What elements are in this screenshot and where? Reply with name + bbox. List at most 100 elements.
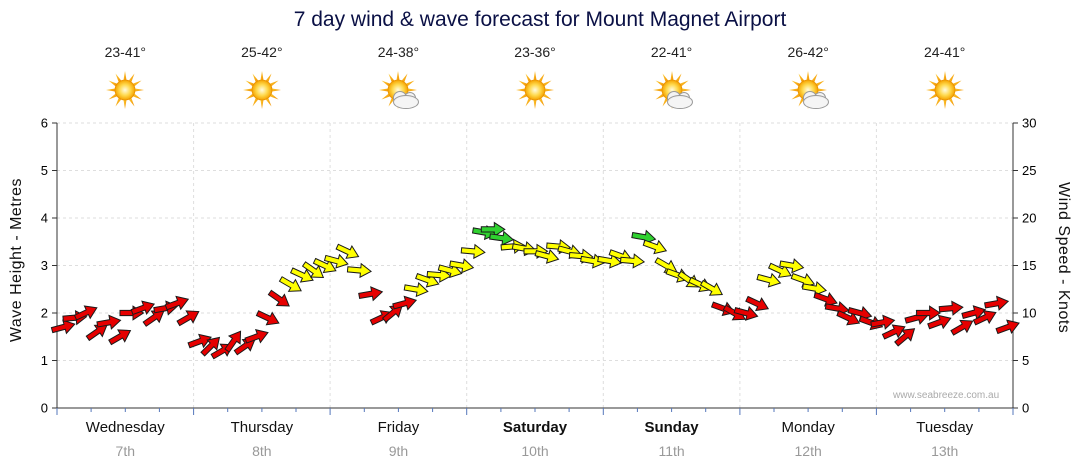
sun-cloud-icon (648, 68, 696, 112)
wind-arrow (972, 310, 997, 326)
day-temp: 22-41° (650, 44, 693, 60)
left-tick-label: 0 (41, 401, 48, 416)
wind-arrow (801, 280, 828, 297)
wind-arrow (50, 319, 76, 335)
wind-arrow (164, 295, 190, 311)
day-name: Thursday (230, 419, 294, 436)
wind-arrow (176, 310, 200, 327)
sun-cloud-icon (374, 68, 422, 112)
wind-arrow (187, 333, 212, 349)
day-date: 12th (794, 443, 822, 459)
left-tick-label: 4 (41, 211, 48, 226)
wind-arrow (995, 319, 1020, 335)
cloud-icon (666, 91, 693, 109)
wind-arrow (323, 253, 349, 269)
watermark: www.seabreeze.com.au (893, 390, 1000, 401)
day-temp: 24-41° (924, 44, 966, 60)
day-name: Tuesday (916, 419, 974, 436)
sun-icon (238, 68, 286, 112)
wind-arrow (233, 338, 256, 356)
wind-arrow (335, 243, 360, 259)
wind-arrow (301, 261, 325, 278)
right-tick-label: 30 (1022, 116, 1036, 131)
day-temp: 26-42° (787, 44, 829, 60)
sun-icon (921, 68, 969, 112)
left-axis-title: Wave Height - Metres (8, 178, 25, 343)
right-axis-title: Wind Speed - Knots (1055, 182, 1072, 334)
wind-arrow (278, 276, 302, 292)
wind-arrow (984, 295, 1010, 311)
wind-arrow (756, 272, 782, 288)
wind-arrow (881, 324, 906, 340)
wind-arrow (460, 243, 486, 260)
wind-arrow (745, 295, 770, 312)
day-date: 8th (252, 443, 272, 459)
wind-arrow (130, 300, 156, 316)
day-temp: 23-36° (514, 44, 556, 60)
wind-arrow (267, 289, 290, 307)
left-tick-label: 2 (41, 306, 48, 321)
wind-arrow (96, 314, 122, 330)
day-date: 11th (658, 443, 685, 459)
wind-arrow (699, 279, 724, 296)
wind-arrow (894, 328, 916, 347)
day-name: Wednesday (85, 419, 165, 436)
sun-cloud-icon (784, 68, 832, 112)
day-date: 9th (388, 443, 409, 459)
cloud-icon (803, 91, 830, 109)
wind-arrow (534, 248, 560, 264)
day-name: Saturday (502, 419, 568, 436)
left-tick-label: 6 (41, 116, 48, 131)
wind-arrow (224, 330, 242, 353)
day-name: Friday (377, 419, 420, 436)
day-date: 10th (521, 443, 549, 459)
wind-arrow (200, 336, 221, 357)
wind-arrow (85, 324, 108, 342)
wind-arrow (142, 310, 165, 327)
wind-arrow (961, 305, 987, 321)
wind-arrow (480, 221, 506, 238)
left-tick-label: 1 (41, 353, 48, 368)
page-title: 7 day wind & wave forecast for Mount Mag… (293, 8, 787, 31)
wind-arrow (597, 253, 623, 269)
day-date: 13th (931, 443, 959, 459)
right-tick-label: 10 (1022, 306, 1036, 321)
wind-arrow (358, 286, 384, 302)
wind-arrow (108, 329, 132, 346)
wind-arrow (927, 314, 952, 330)
wind-arrow (779, 258, 805, 274)
wind-arrow (403, 281, 429, 298)
wind-arrow (733, 305, 759, 321)
right-tick-label: 20 (1022, 211, 1036, 226)
right-tick-label: 15 (1022, 258, 1036, 273)
day-date: 7th (115, 443, 136, 459)
right-tick-label: 0 (1022, 401, 1029, 416)
left-tick-label: 5 (41, 163, 48, 178)
wind-arrow (870, 314, 896, 330)
day-name: Sunday (644, 419, 699, 436)
cloud-icon (393, 91, 420, 109)
wind-arrow (950, 319, 974, 336)
wind-arrow (449, 258, 475, 274)
wind-arrow (289, 267, 314, 283)
wind-arrow (619, 253, 646, 269)
wind-arrow (489, 230, 515, 246)
wind-arrow (255, 310, 280, 326)
wind-arrow (381, 304, 403, 323)
wind-arrow (346, 262, 372, 279)
right-tick-label: 25 (1022, 163, 1036, 178)
day-temp: 25-42° (241, 44, 283, 60)
wind-arrow (73, 305, 98, 321)
day-temp: 23-41° (104, 44, 146, 60)
wind-arrow (938, 300, 964, 316)
sun-icon (101, 68, 149, 112)
wind-arrow (244, 329, 269, 344)
day-name: Monday (781, 419, 835, 436)
left-tick-label: 3 (41, 258, 48, 273)
day-temp: 24-38° (377, 44, 420, 60)
wind-arrow (392, 295, 418, 311)
wind-arrow (642, 239, 668, 255)
